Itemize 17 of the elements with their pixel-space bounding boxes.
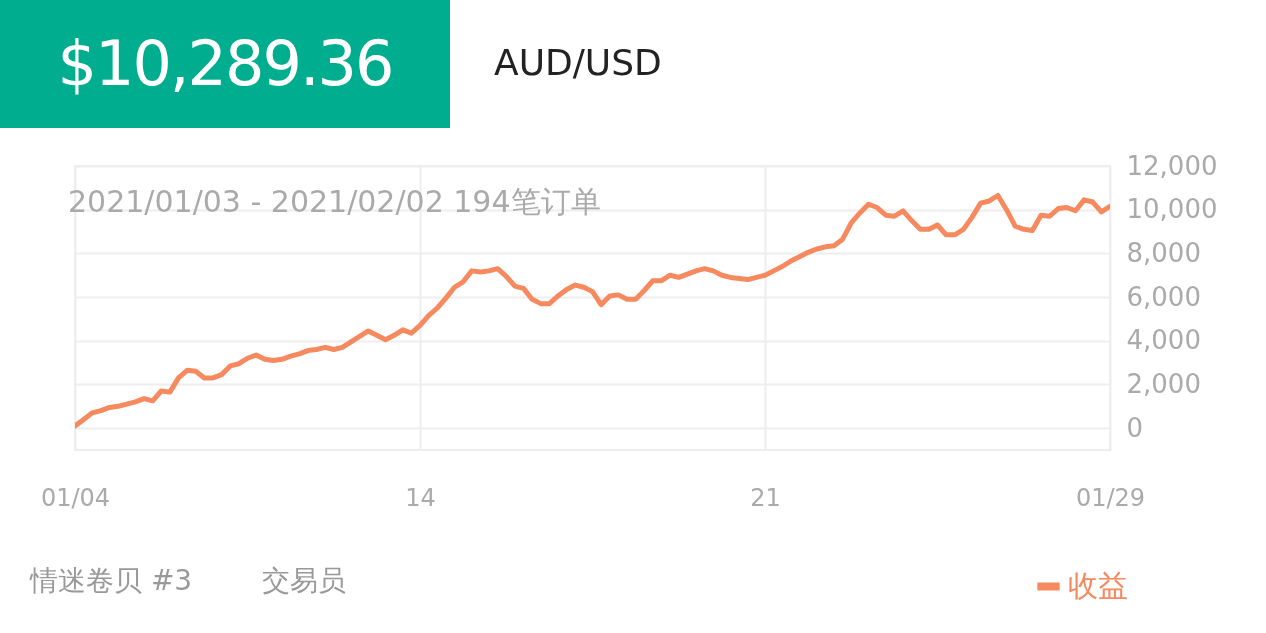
y-tick-label: 6,000 [1126,281,1201,312]
y-tick-label: 4,000 [1126,325,1201,356]
text: 情迷卷贝 #3 [30,563,193,599]
chart-title: $10,289.36 [0,0,450,128]
x-tick-label: 01/29 [1075,483,1146,512]
y-tick-label: 2,000 [1126,368,1201,399]
x-tick-label: 21 [750,483,781,512]
text: 交易员 [262,563,346,599]
y-tick-label: 10,000 [1126,194,1218,225]
y-tick-label: 12,000 [1126,150,1218,181]
annotation: 2021/01/03 - 2021/02/02 194笔订单 [68,183,601,221]
x-tick-label: 01/04 [40,483,111,512]
legend-label: 收益 [1068,567,1128,603]
y-tick-label: 0 [1126,412,1144,443]
x-tick-label: 14 [405,483,436,512]
y-tick-label: 8,000 [1126,237,1201,268]
chart-subtitle: AUD/USD [494,42,662,83]
